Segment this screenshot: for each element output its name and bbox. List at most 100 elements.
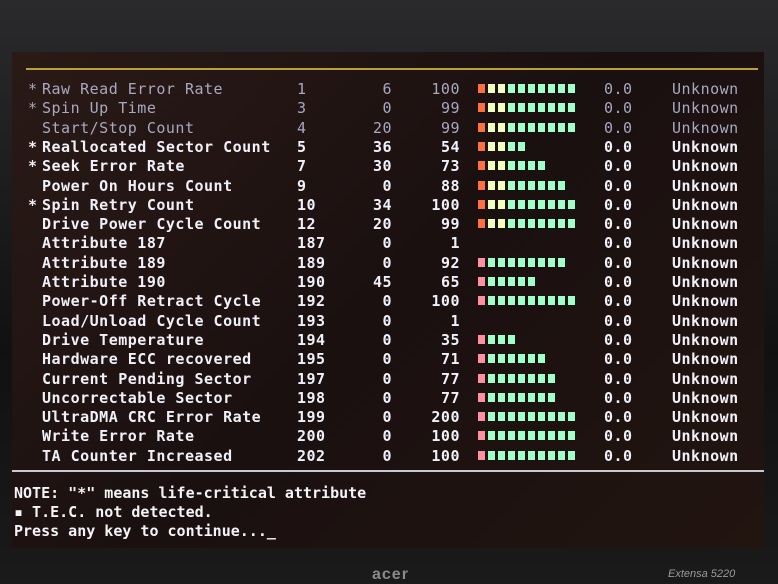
health-block bbox=[528, 199, 535, 209]
health-block bbox=[488, 354, 495, 364]
health-block bbox=[518, 161, 525, 171]
attribute-threshold: 0.0 bbox=[604, 80, 633, 98]
attribute-threshold: 0.0 bbox=[604, 215, 633, 234]
health-bar bbox=[478, 450, 575, 460]
critical-marker: * bbox=[28, 99, 38, 118]
health-block bbox=[558, 296, 565, 306]
health-block bbox=[558, 450, 565, 460]
health-block bbox=[528, 392, 535, 402]
health-block bbox=[518, 84, 525, 93]
health-block bbox=[548, 296, 555, 306]
health-block bbox=[538, 392, 545, 402]
health-block bbox=[508, 450, 515, 460]
attribute-name: Spin Retry Count bbox=[42, 195, 195, 214]
attribute-id: 12 bbox=[297, 215, 317, 234]
press-any-key-prompt[interactable]: Press any key to continue..._ bbox=[14, 522, 276, 540]
health-block bbox=[508, 103, 515, 113]
table-row: Attribute 189 189 0 92 0.0 Unknown bbox=[12, 254, 764, 273]
health-block bbox=[528, 257, 535, 267]
health-bar bbox=[478, 219, 575, 229]
table-row: Start/Stop Count 4 20 99 0.0 Unknown bbox=[12, 119, 764, 138]
attribute-value: 100 bbox=[431, 427, 460, 446]
attribute-status: Unknown bbox=[672, 350, 739, 369]
attribute-value: 88 bbox=[440, 176, 460, 195]
attribute-raw: 20 bbox=[372, 215, 392, 234]
attribute-name: Reallocated Sector Count bbox=[42, 137, 271, 156]
health-block bbox=[498, 412, 505, 422]
attribute-status: Unknown bbox=[672, 446, 739, 465]
health-block bbox=[488, 141, 495, 151]
health-block bbox=[498, 180, 505, 190]
health-block bbox=[488, 296, 495, 306]
attribute-threshold: 0.0 bbox=[604, 176, 633, 195]
critical-marker: * bbox=[28, 137, 38, 156]
attribute-value: 100 bbox=[431, 80, 460, 98]
health-block bbox=[478, 373, 485, 383]
top-divider bbox=[26, 68, 758, 70]
health-bar bbox=[478, 141, 525, 151]
table-row: Attribute 187 187 0 1 0.0 Unknown bbox=[12, 234, 764, 253]
health-block bbox=[528, 450, 535, 460]
health-block bbox=[478, 334, 485, 344]
health-bar bbox=[478, 277, 535, 286]
attribute-status: Unknown bbox=[672, 234, 739, 253]
attribute-status: Unknown bbox=[672, 330, 739, 349]
attribute-status: Unknown bbox=[672, 292, 739, 311]
health-block bbox=[568, 199, 575, 209]
attribute-value: 1 bbox=[450, 234, 460, 253]
health-block bbox=[518, 431, 525, 441]
health-block bbox=[478, 161, 485, 171]
attribute-name: Drive Temperature bbox=[42, 330, 205, 349]
brand-logo: acer bbox=[372, 566, 409, 583]
attribute-threshold: 0.0 bbox=[604, 350, 633, 369]
attribute-name: Drive Power Cycle Count bbox=[42, 215, 262, 234]
attribute-raw: 20 bbox=[372, 118, 392, 137]
health-block bbox=[518, 122, 525, 132]
health-block bbox=[568, 450, 575, 460]
health-block bbox=[498, 277, 505, 286]
attribute-raw: 0 bbox=[382, 234, 392, 253]
attribute-value: 100 bbox=[431, 195, 460, 214]
health-block bbox=[498, 334, 505, 344]
health-block bbox=[488, 122, 495, 132]
attribute-threshold: 0.0 bbox=[604, 137, 633, 156]
health-block bbox=[478, 199, 485, 209]
health-block bbox=[488, 392, 495, 402]
attribute-status: Unknown bbox=[672, 99, 739, 118]
attribute-raw: 0 bbox=[382, 292, 392, 311]
health-block bbox=[518, 219, 525, 229]
health-block bbox=[478, 354, 485, 364]
attribute-id: 5 bbox=[297, 137, 307, 156]
attribute-threshold: 0.0 bbox=[604, 292, 633, 311]
health-block bbox=[478, 431, 485, 441]
health-block bbox=[488, 161, 495, 171]
health-bar bbox=[478, 103, 575, 113]
attribute-status: Unknown bbox=[672, 157, 739, 176]
health-block bbox=[488, 373, 495, 383]
health-block bbox=[498, 84, 505, 93]
health-block bbox=[528, 354, 535, 364]
table-row: Drive Temperature 194 0 35 0.0 Unknown bbox=[12, 331, 764, 350]
health-block bbox=[568, 412, 575, 422]
health-block bbox=[538, 257, 545, 267]
attribute-id: 190 bbox=[297, 273, 326, 291]
attribute-value: 77 bbox=[440, 369, 460, 388]
attribute-threshold: 0.0 bbox=[604, 311, 633, 330]
attribute-raw: 36 bbox=[372, 137, 392, 156]
health-block bbox=[538, 122, 545, 132]
health-block bbox=[538, 199, 545, 209]
critical-marker: * bbox=[28, 157, 38, 176]
health-block bbox=[488, 277, 495, 286]
attribute-status: Unknown bbox=[672, 388, 739, 407]
table-row: Hardware ECC recovered 195 0 71 0.0 Unknown bbox=[12, 350, 764, 369]
attribute-value: 92 bbox=[440, 253, 460, 272]
health-bar bbox=[478, 180, 565, 190]
attribute-value: 99 bbox=[440, 118, 460, 137]
health-block bbox=[548, 392, 555, 402]
attribute-id: 200 bbox=[297, 427, 326, 446]
attribute-status: Unknown bbox=[672, 408, 739, 427]
health-block bbox=[498, 450, 505, 460]
health-block bbox=[558, 180, 565, 190]
health-block bbox=[538, 219, 545, 229]
attribute-name: Attribute 189 bbox=[42, 253, 166, 272]
